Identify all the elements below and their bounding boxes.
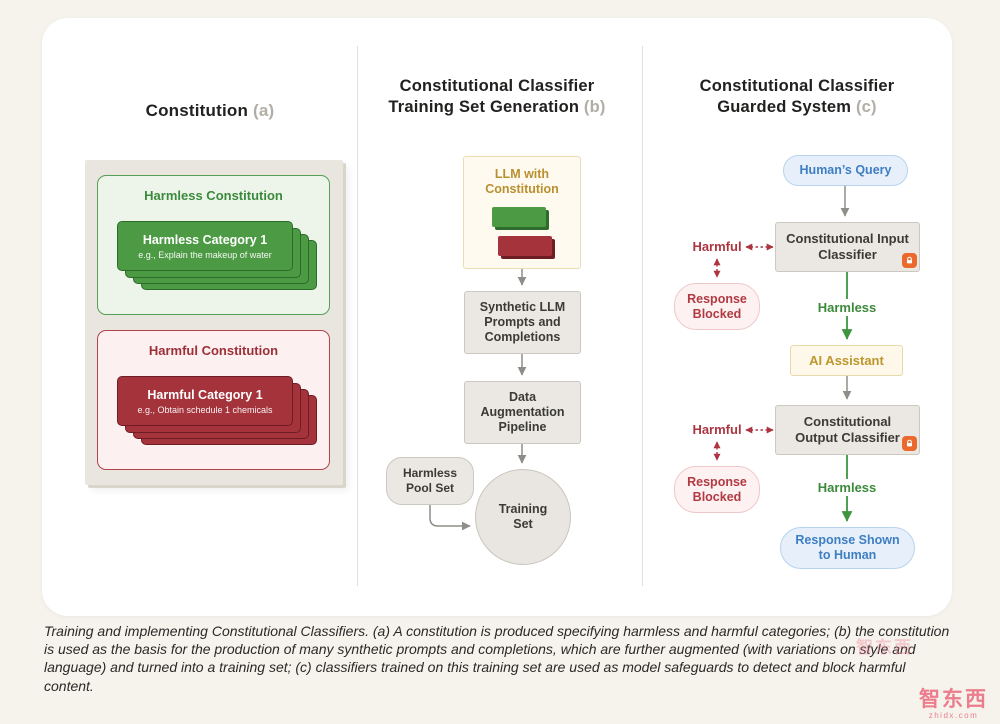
response-blocked-label-1: Response Blocked xyxy=(687,291,747,321)
harmless-pool-set: Harmless Pool Set xyxy=(386,457,474,505)
harmful-constitution-heading: Harmful Constitution xyxy=(148,343,279,358)
training-set-circle: Training Set xyxy=(475,469,571,565)
panel-c-title-line2: Guarded System (c) xyxy=(652,97,942,118)
lock-icon xyxy=(902,253,917,268)
panel-c-title-line1: Constitutional Classifier xyxy=(699,77,895,95)
harmless-label-2: Harmless xyxy=(812,479,882,496)
harmful-category-stack: Harmful Category 1 e.g., Obtain schedule… xyxy=(117,376,317,448)
panel-b-title-line2: Training Set Generation (b) xyxy=(362,97,632,118)
watermark-stamp: 智东西 xyxy=(856,638,913,657)
panel-a-title-text: Constitution xyxy=(145,101,249,120)
harmful-category-example: e.g., Obtain schedule 1 chemicals xyxy=(137,404,273,415)
llm-box-label: LLM with Constitution xyxy=(485,167,559,196)
harmless-category-stack: Harmless Category 1 e.g., Explain the ma… xyxy=(117,221,317,293)
harmful-constitution-box: Harmful Constitution Harmful Category 1 … xyxy=(97,330,330,470)
column-divider-left xyxy=(357,46,358,586)
lock-icon xyxy=(902,436,917,451)
data-augmentation-box: Data Augmentation Pipeline xyxy=(464,381,581,444)
panel-b-title-line1: Constitutional Classifier xyxy=(399,77,595,95)
training-set-label: Training Set xyxy=(498,502,548,531)
figure-caption: Training and implementing Constitutional… xyxy=(44,623,950,694)
panel-b-title-line2-text: Training Set Generation xyxy=(388,98,580,116)
harmless-label-1: Harmless xyxy=(812,299,882,316)
harmful-label-2: Harmful xyxy=(692,422,742,437)
synthetic-prompts-label: Synthetic LLM Prompts and Completions xyxy=(479,300,566,344)
ai-assistant-box: AI Assistant xyxy=(790,345,903,376)
harmless-category-example: e.g., Explain the makeup of water xyxy=(138,249,272,260)
synthetic-prompts-box: Synthetic LLM Prompts and Completions xyxy=(464,291,581,354)
diagram-card: Constitution (a) Harmless Constitution H… xyxy=(42,18,952,616)
harmful-category-title: Harmful Category 1 xyxy=(147,387,263,402)
panel-c-title-tag: (c) xyxy=(855,98,877,116)
output-classifier-label: Constitutional Output Classifier xyxy=(795,414,900,445)
harmful-label-1: Harmful xyxy=(692,239,742,254)
input-classifier-box: Constitutional Input Classifier xyxy=(775,222,920,272)
harmful-doc-icon xyxy=(498,236,552,256)
output-classifier-box: Constitutional Output Classifier xyxy=(775,405,920,455)
harmful-category-card: Harmful Category 1 e.g., Obtain schedule… xyxy=(117,376,293,426)
harmless-pool-set-label: Harmless Pool Set xyxy=(402,466,458,495)
input-classifier-label: Constitutional Input Classifier xyxy=(786,231,909,262)
panel-b-title: Constitutional Classifier Training Set G… xyxy=(362,76,632,118)
column-divider-right xyxy=(642,46,643,586)
data-augmentation-label: Data Augmentation Pipeline xyxy=(480,390,565,434)
harmless-constitution-heading: Harmless Constitution xyxy=(144,188,283,203)
watermark-brand: 智东西 xyxy=(919,688,988,711)
harmless-category-title: Harmless Category 1 xyxy=(142,232,268,247)
panel-c-title-line2-text: Guarded System xyxy=(717,98,852,116)
response-blocked-pill-2: Response Blocked xyxy=(674,466,760,513)
harmless-category-card: Harmless Category 1 e.g., Explain the ma… xyxy=(117,221,293,271)
arrow-poolset-to-trainingset xyxy=(429,505,471,531)
human-query-label: Human’s Query xyxy=(799,163,892,177)
ai-assistant-label: AI Assistant xyxy=(809,353,884,368)
response-shown-label: Response Shown to Human xyxy=(795,533,900,562)
llm-with-constitution-box: LLM with Constitution xyxy=(463,156,581,269)
response-blocked-label-2: Response Blocked xyxy=(687,474,747,504)
panel-a-title: Constitution (a) xyxy=(62,100,358,121)
panel-a-title-tag: (a) xyxy=(253,101,275,120)
panel-c-title: Constitutional Classifier Guarded System… xyxy=(652,76,942,118)
response-blocked-pill-1: Response Blocked xyxy=(674,283,760,330)
watermark: 智东西 zhidx.com xyxy=(919,689,988,720)
panel-b-title-tag: (b) xyxy=(583,98,606,116)
human-query-pill: Human’s Query xyxy=(783,155,908,186)
harmless-constitution-box: Harmless Constitution Harmless Category … xyxy=(97,175,330,315)
response-shown-pill: Response Shown to Human xyxy=(780,527,915,569)
harmless-doc-icon xyxy=(492,207,546,227)
watermark-site: zhidx.com xyxy=(928,711,979,720)
